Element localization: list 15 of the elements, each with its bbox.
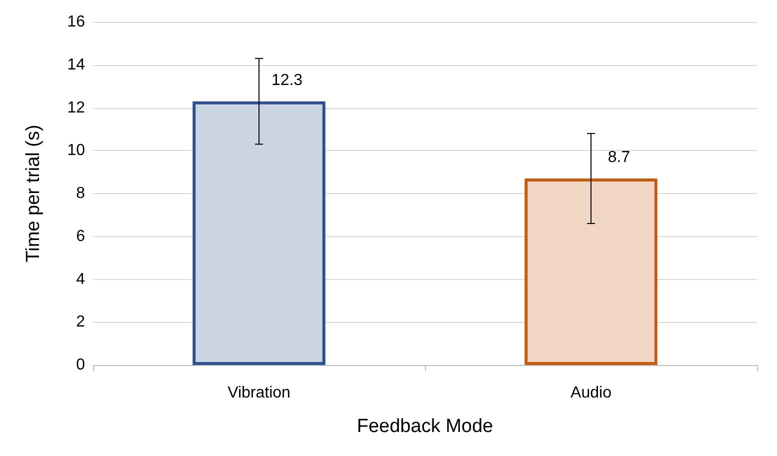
- y-tick-label: 4: [76, 270, 86, 288]
- y-tick-label: 2: [76, 314, 86, 331]
- x-tick-label: Audio: [570, 384, 612, 402]
- y-tick-label: 0: [76, 356, 86, 374]
- y-tick-label: 12: [67, 99, 86, 116]
- data-label: 8.7: [608, 148, 630, 166]
- y-tick-label: 16: [67, 14, 86, 30]
- y-tick-label: 8: [76, 185, 86, 202]
- data-label: 12.3: [271, 72, 303, 89]
- y-axis-title: Time per trial (s): [23, 124, 44, 262]
- y-tick-label: 6: [76, 228, 86, 245]
- x-tick-label: Vibration: [228, 384, 290, 402]
- y-tick-label: 10: [67, 142, 86, 160]
- x-axis-title: Feedback Mode: [356, 416, 494, 437]
- y-tick-label: 14: [67, 56, 86, 74]
